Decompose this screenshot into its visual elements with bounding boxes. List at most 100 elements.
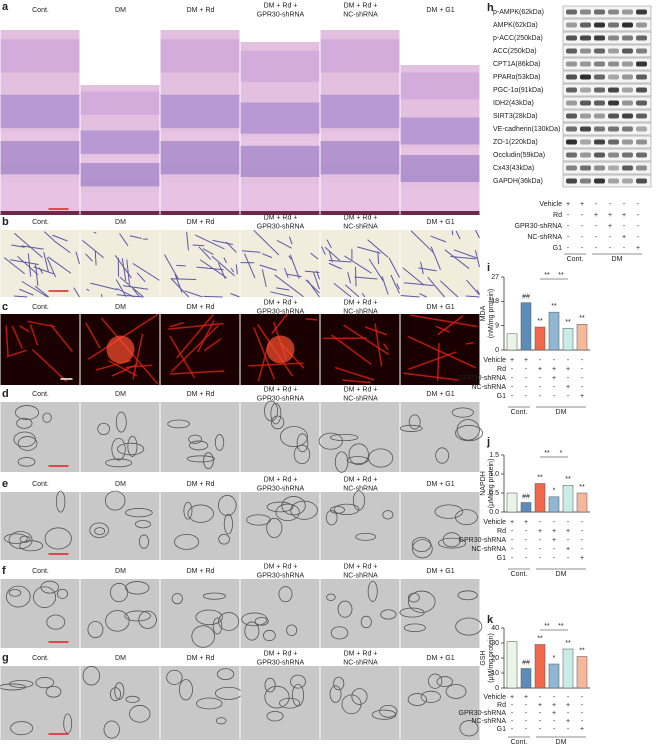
band [580, 179, 591, 184]
treatment-sign: + [510, 519, 514, 526]
layer [81, 163, 160, 186]
treatment-sign: - [539, 710, 542, 717]
image-panel [241, 579, 320, 648]
bar [577, 657, 587, 689]
bg [1, 402, 80, 472]
y-tick-label: 0 [495, 347, 499, 354]
treatment-sign: - [511, 366, 514, 373]
treatment-label: NC-shRNA [471, 718, 506, 725]
column-label: DM + G1 [426, 7, 454, 14]
image-panel [0, 666, 80, 740]
treatment-sign: - [539, 519, 542, 526]
protein-label: VE-cadherin(130kDa) [493, 126, 560, 133]
layer [241, 51, 320, 82]
treatment-sign: + [580, 555, 584, 562]
band [622, 127, 633, 132]
bg [1, 492, 80, 560]
image-panel [241, 314, 320, 385]
leak [107, 336, 135, 364]
layer [161, 95, 240, 128]
comparison-label: ** [544, 272, 550, 279]
image-panel [321, 666, 400, 740]
column-label: DM + Rd [187, 568, 215, 575]
bg [241, 230, 320, 297]
treatment-sign: - [637, 223, 640, 230]
treatment-sign: - [623, 245, 626, 252]
band [580, 62, 591, 67]
treatment-sign: - [567, 212, 570, 219]
treatment-label: G1 [497, 726, 506, 733]
protein-label: SIRT3(28kDa) [493, 113, 538, 120]
bg [81, 666, 160, 740]
treatment-sign: - [539, 384, 542, 391]
treatment-label: Rd [553, 212, 562, 219]
band [580, 75, 591, 80]
treatment-sign: - [553, 519, 556, 526]
group-label: Cont. [567, 256, 584, 263]
treatment-sign: + [524, 519, 528, 526]
column-label: GPR30-shRNA [257, 572, 305, 579]
band [594, 88, 605, 93]
treatment-sign: - [637, 201, 640, 208]
treatment-sign: - [567, 694, 570, 701]
y-axis-label: (μM/mg protein) [488, 633, 495, 683]
band [608, 62, 619, 67]
layer [161, 39, 240, 72]
bar [507, 334, 517, 350]
treatment-sign: - [581, 537, 584, 544]
image-panel [81, 402, 160, 472]
band [636, 88, 647, 93]
column-label: DM + Rd + [264, 563, 298, 570]
treatment-sign: - [567, 537, 570, 544]
treatment-sign: - [511, 710, 514, 717]
treatment-sign: - [581, 528, 584, 535]
bar [535, 327, 545, 350]
treatment-sign: - [539, 375, 542, 382]
band [622, 49, 633, 54]
treatment-sign: - [539, 546, 542, 553]
layer [1, 182, 80, 215]
treatment-sign: - [581, 234, 584, 241]
band [580, 140, 591, 145]
column-label: GPR30-shRNA [257, 223, 305, 230]
treatment-label: Rd [497, 702, 506, 709]
treatment-sign: - [539, 694, 542, 701]
protein-label: PPARα(53kDa) [493, 74, 541, 81]
treatment-sign: - [581, 212, 584, 219]
image-panel [241, 401, 320, 472]
column-label: DM [115, 7, 126, 14]
treatment-sign: - [567, 375, 570, 382]
column-label: DM + Rd + [264, 476, 298, 483]
bar [549, 497, 559, 512]
treatment-sign: - [567, 357, 570, 364]
treatment-label: NC-shRNA [527, 234, 562, 241]
treatment-sign: - [553, 726, 556, 733]
treatment-sign: - [567, 519, 570, 526]
treatment-sign: - [609, 201, 612, 208]
band [636, 153, 647, 158]
treatment-label: Vehicle [483, 519, 506, 526]
treatment-sign: - [581, 357, 584, 364]
image-panel [321, 230, 400, 297]
band [580, 36, 591, 41]
layer [1, 95, 80, 128]
band [622, 88, 633, 93]
band [636, 101, 647, 106]
image-panel [321, 30, 400, 215]
image-panel [401, 666, 480, 740]
panel-letter: f [2, 565, 6, 577]
protein-label: AMPK(62kDa) [493, 22, 538, 29]
treatment-label: G1 [497, 555, 506, 562]
image-panel [81, 85, 160, 215]
band [566, 88, 577, 93]
image-panel [81, 491, 160, 560]
band [608, 101, 619, 106]
treatment-sign: - [539, 726, 542, 733]
treatment-sign: - [525, 528, 528, 535]
group-label: DM [612, 256, 623, 263]
image-panel [81, 666, 160, 740]
bg [81, 492, 160, 560]
significance: ** [537, 318, 543, 325]
treatment-sign: - [525, 702, 528, 709]
